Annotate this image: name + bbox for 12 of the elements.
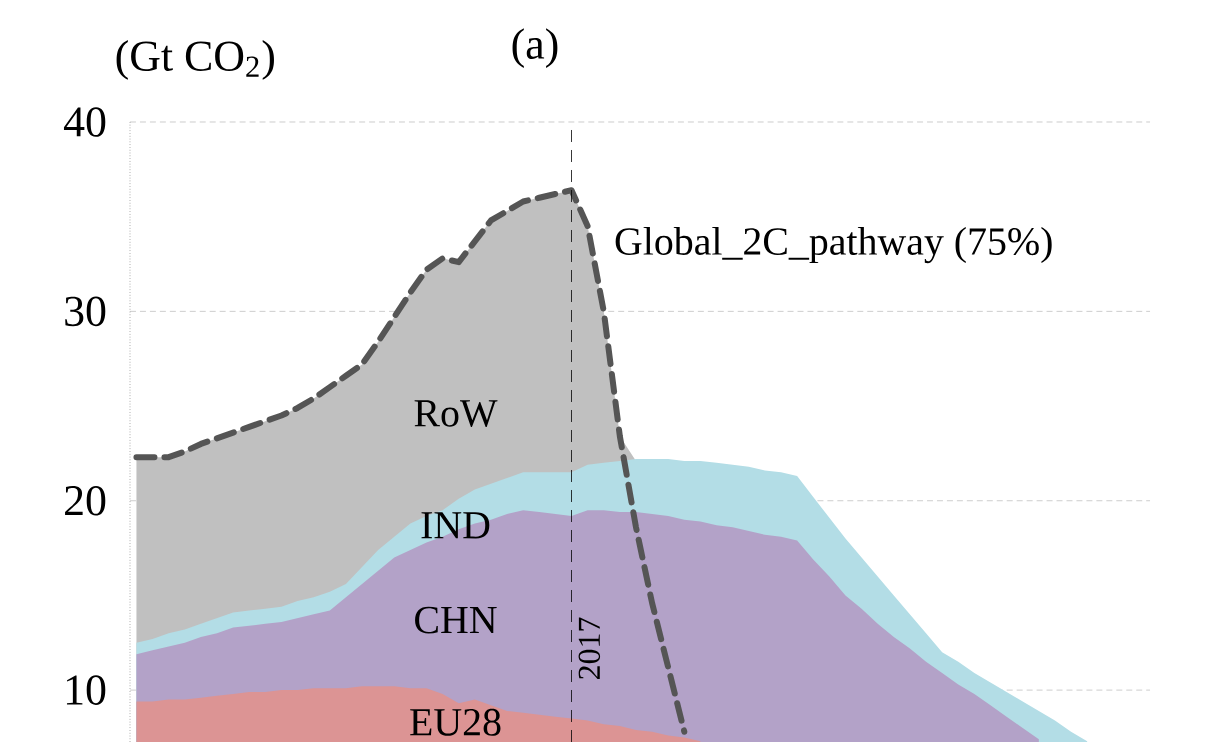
chart-title: (a): [512, 28, 558, 68]
annotation: 2017: [578, 617, 601, 679]
series-label: EU28: [410, 708, 501, 736]
y-tick-label: 20: [65, 485, 106, 516]
y-tick-label: 10: [66, 675, 106, 705]
y-tick-label: 30: [65, 296, 106, 327]
y-tick-label: 40: [63, 107, 106, 137]
y-axis-title: (Gt CO$_{2}$): [116, 40, 274, 80]
series-label: Global_2C_pathway (75%): [615, 226, 1052, 264]
series-label: IND: [421, 512, 490, 539]
series-label: CHN: [415, 606, 497, 634]
series-label: RoW: [414, 400, 498, 427]
